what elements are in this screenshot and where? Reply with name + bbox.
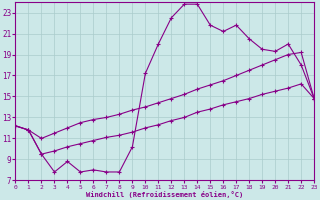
X-axis label: Windchill (Refroidissement éolien,°C): Windchill (Refroidissement éolien,°C) <box>86 191 244 198</box>
